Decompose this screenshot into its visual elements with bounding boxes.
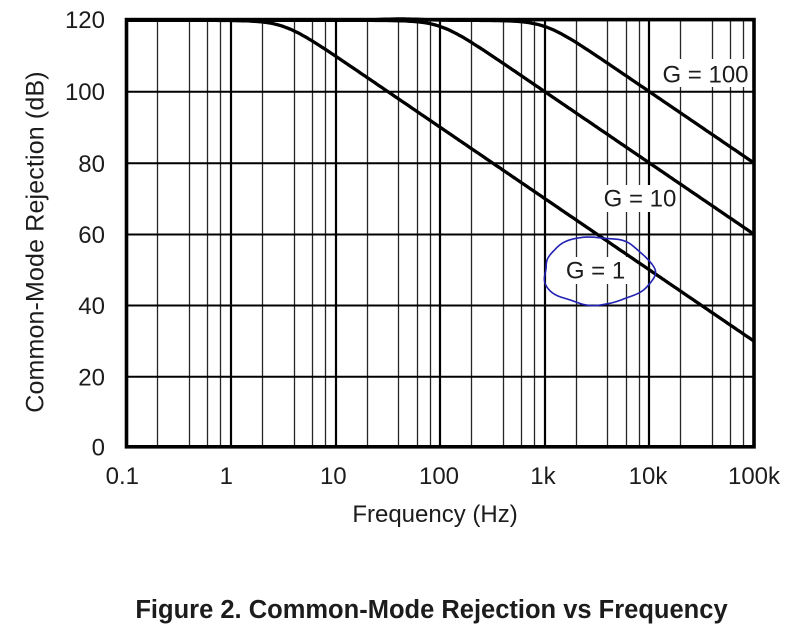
svg-text:100k: 100k — [728, 463, 781, 490]
svg-text:G = 1: G = 1 — [566, 258, 625, 285]
svg-text:Frequency (Hz): Frequency (Hz) — [352, 501, 517, 528]
svg-text:100: 100 — [419, 463, 459, 490]
svg-text:0.1: 0.1 — [106, 463, 139, 490]
svg-text:G = 100: G = 100 — [662, 62, 748, 89]
svg-text:Figure 2. Common-Mode Rejectio: Figure 2. Common-Mode Rejection vs Frequ… — [135, 596, 728, 624]
svg-text:1k: 1k — [530, 463, 556, 490]
svg-text:G = 10: G = 10 — [604, 186, 677, 213]
svg-text:120: 120 — [65, 7, 105, 34]
svg-text:60: 60 — [78, 222, 105, 249]
svg-text:20: 20 — [78, 364, 105, 391]
svg-text:80: 80 — [78, 151, 105, 178]
svg-text:100: 100 — [65, 79, 105, 106]
svg-text:10: 10 — [320, 463, 347, 490]
svg-text:Common-Mode Rejection (dB): Common-Mode Rejection (dB) — [22, 71, 50, 413]
svg-text:1: 1 — [220, 463, 233, 490]
svg-text:40: 40 — [78, 293, 105, 320]
svg-text:10k: 10k — [629, 463, 669, 490]
svg-text:0: 0 — [92, 434, 105, 461]
